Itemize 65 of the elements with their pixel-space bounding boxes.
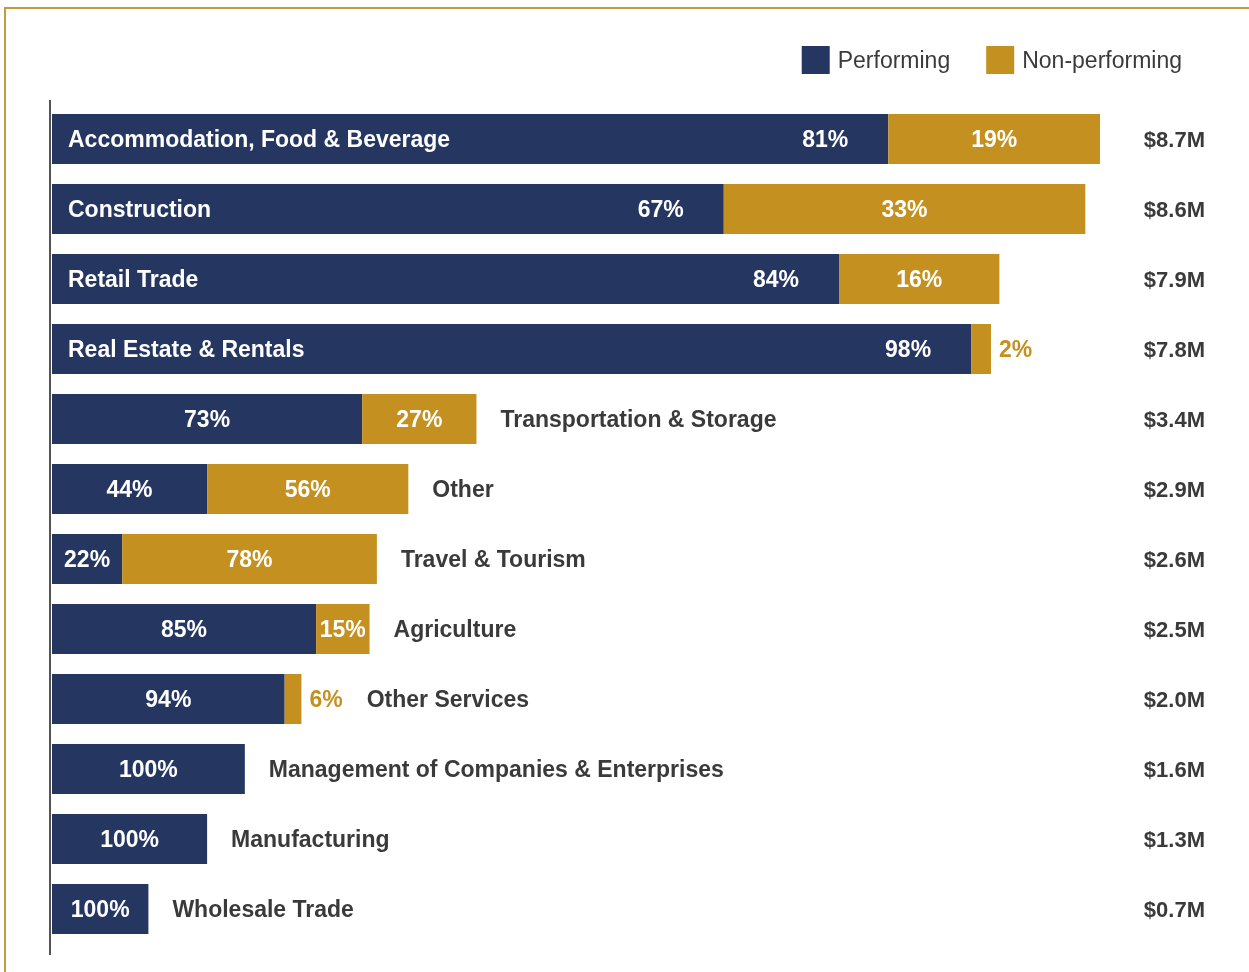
- y-tick-label: Transportation & Storage: [500, 406, 777, 433]
- annotation: 44%: [106, 476, 153, 503]
- y-tick-label: Other Services: [366, 686, 530, 713]
- y-tick-label: Other: [432, 476, 494, 503]
- bar: [52, 184, 724, 234]
- bar: [52, 464, 208, 514]
- annotation: 67%: [637, 196, 684, 223]
- text: $0.7M: [1143, 896, 1205, 922]
- annotation: 15%: [319, 616, 366, 643]
- bar: [207, 464, 409, 514]
- y-tick-label: Travel & Tourism: [400, 546, 586, 573]
- bar: [362, 394, 477, 444]
- text: $2.0M: [1143, 686, 1205, 712]
- text: $2.6M: [1143, 546, 1205, 572]
- annotation: 100%: [119, 756, 178, 783]
- y-tick-label: Agriculture: [393, 616, 517, 643]
- bar: [52, 604, 317, 654]
- annotation: 98%: [885, 336, 932, 363]
- text: $1.6M: [1143, 756, 1205, 782]
- bar: [122, 534, 377, 584]
- y-tick-label: Manufacturing: [231, 826, 390, 853]
- text: $7.8M: [1143, 336, 1205, 362]
- annotation: 73%: [184, 406, 231, 433]
- bar: [971, 324, 992, 374]
- legend-label: Non-performing: [1022, 47, 1182, 74]
- bar: [888, 114, 1100, 164]
- annotation: 100%: [70, 896, 130, 923]
- annotation: 6%: [309, 686, 343, 713]
- y-tick-label: Construction: [68, 196, 212, 223]
- text: $8.6M: [1143, 196, 1205, 222]
- text: $7.9M: [1143, 266, 1205, 292]
- text: $1.3M: [1143, 826, 1205, 852]
- bar: [52, 744, 245, 794]
- text: $3.4M: [1143, 406, 1205, 432]
- annotation: 100%: [100, 826, 159, 853]
- y-tick-label: Accommodation, Food & Beverage: [68, 126, 451, 153]
- annotation: 84%: [753, 266, 800, 293]
- annotation: 22%: [64, 546, 111, 573]
- annotation: 27%: [396, 406, 443, 433]
- bar: [52, 674, 285, 724]
- bar: [52, 114, 889, 164]
- bar: [839, 254, 1000, 304]
- annotation: 85%: [161, 616, 208, 643]
- annotation: 2%: [999, 336, 1033, 363]
- annotation: 16%: [896, 266, 943, 293]
- annotation: 33%: [881, 196, 928, 223]
- bar: [52, 814, 208, 864]
- bar: [284, 674, 302, 724]
- text: $2.5M: [1143, 616, 1205, 642]
- bar: [723, 184, 1086, 234]
- y-tick-label: Retail Trade: [68, 266, 199, 293]
- y-tick-label: Real Estate & Rentals: [68, 336, 305, 363]
- annotation: 56%: [284, 476, 331, 503]
- text: $2.9M: [1143, 476, 1205, 502]
- y-tick-label: Wholesale Trade: [172, 896, 354, 923]
- text: $8.7M: [1143, 126, 1205, 152]
- annotation: 19%: [971, 126, 1018, 153]
- y-tick-label: Management of Companies & Enterprises: [268, 756, 724, 783]
- bar: [52, 254, 840, 304]
- bar: [52, 394, 363, 444]
- legend-label: Performing: [837, 47, 951, 74]
- annotation: 81%: [802, 126, 849, 153]
- bar: [52, 324, 972, 374]
- annotation: 78%: [226, 546, 273, 573]
- annotation: 94%: [145, 686, 192, 713]
